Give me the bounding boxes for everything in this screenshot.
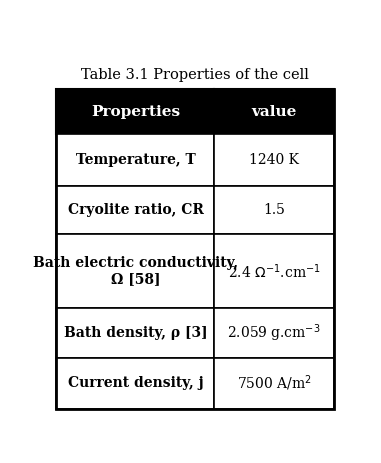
Bar [56, 234, 215, 308]
Bar [56, 186, 215, 234]
Text: Bath electric conductivity,
Ω [58]: Bath electric conductivity, Ω [58] [33, 256, 238, 286]
Bar [215, 234, 334, 308]
Bar [56, 358, 215, 408]
Text: Cryolite ratio, CR: Cryolite ratio, CR [67, 203, 203, 217]
Text: 1240 K: 1240 K [249, 153, 299, 167]
Bar [215, 186, 334, 234]
Bar [215, 134, 334, 186]
Text: Table 3.1 Properties of the cell: Table 3.1 Properties of the cell [81, 68, 309, 82]
Text: 2.4 $\Omega^{-1}$.cm$^{-1}$: 2.4 $\Omega^{-1}$.cm$^{-1}$ [228, 262, 321, 281]
Bar [215, 308, 334, 358]
Text: Current density, j: Current density, j [68, 376, 203, 390]
Bar [215, 89, 334, 134]
Text: Bath density, ρ [3]: Bath density, ρ [3] [64, 326, 207, 340]
Text: value: value [251, 105, 297, 119]
Text: Temperature, T: Temperature, T [75, 153, 195, 167]
Bar [56, 89, 215, 134]
Text: 2.059 g.cm$^{-3}$: 2.059 g.cm$^{-3}$ [227, 322, 321, 344]
Text: 1.5: 1.5 [263, 203, 285, 217]
Bar [215, 358, 334, 408]
Bar [56, 308, 215, 358]
Bar [56, 134, 215, 186]
Text: 7500 A/m$^{2}$: 7500 A/m$^{2}$ [237, 374, 312, 393]
Bar [56, 89, 334, 408]
Text: Properties: Properties [91, 105, 180, 119]
